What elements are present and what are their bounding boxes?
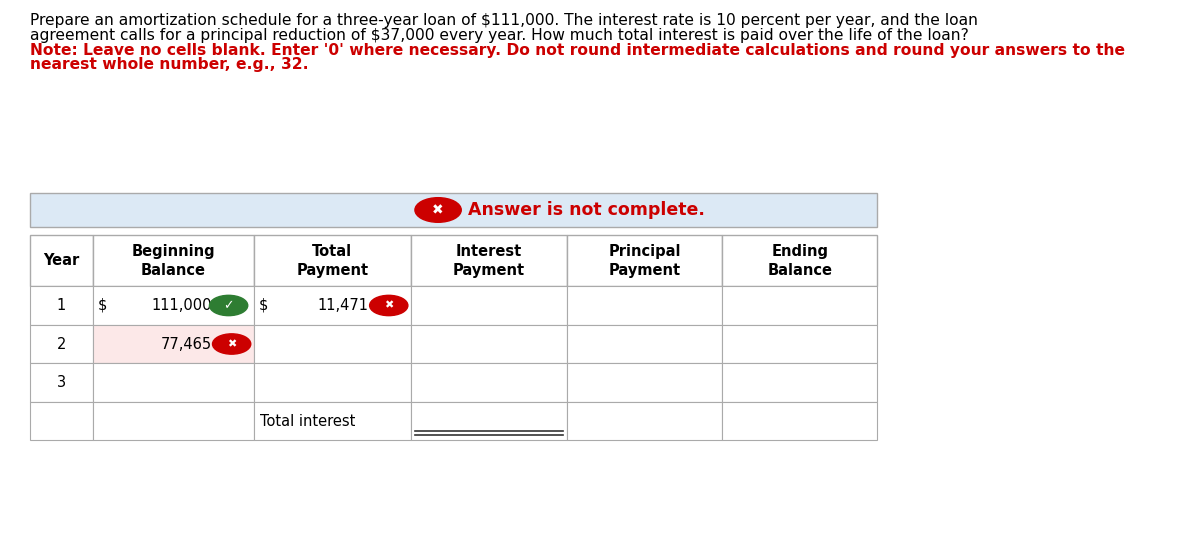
- Text: ✓: ✓: [223, 299, 234, 312]
- Text: nearest whole number, e.g., 32.: nearest whole number, e.g., 32.: [30, 57, 308, 72]
- Circle shape: [415, 198, 461, 223]
- Text: 3: 3: [56, 375, 66, 390]
- Text: $: $: [259, 298, 268, 313]
- Text: 1: 1: [56, 298, 66, 313]
- Bar: [30, 286, 92, 325]
- Text: 2: 2: [56, 337, 66, 351]
- Bar: [253, 402, 410, 440]
- Text: $: $: [97, 298, 107, 313]
- Text: ✖: ✖: [384, 301, 394, 310]
- Bar: [92, 325, 253, 363]
- Bar: [30, 193, 877, 227]
- Text: 11,471: 11,471: [318, 298, 368, 313]
- Text: Note: Leave no cells blank. Enter '0' where necessary. Do not round intermediate: Note: Leave no cells blank. Enter '0' wh…: [30, 43, 1126, 58]
- Bar: [92, 286, 253, 325]
- Bar: [30, 235, 92, 286]
- Bar: [253, 325, 410, 363]
- Text: ✖: ✖: [227, 339, 236, 349]
- Bar: [566, 286, 722, 325]
- Bar: [30, 325, 92, 363]
- Text: agreement calls for a principal reduction of $37,000 every year. How much total : agreement calls for a principal reductio…: [30, 28, 970, 43]
- Bar: [30, 402, 92, 440]
- Bar: [566, 402, 722, 440]
- Bar: [566, 363, 722, 402]
- Text: Interest
Payment: Interest Payment: [452, 244, 526, 278]
- Text: ✖: ✖: [432, 203, 444, 217]
- Bar: [410, 402, 566, 440]
- Circle shape: [370, 295, 408, 316]
- Circle shape: [212, 334, 251, 354]
- Bar: [92, 235, 253, 286]
- Bar: [253, 235, 410, 286]
- Text: Year: Year: [43, 253, 79, 269]
- Bar: [410, 235, 566, 286]
- Bar: [722, 363, 877, 402]
- Bar: [722, 325, 877, 363]
- Text: 111,000: 111,000: [151, 298, 211, 313]
- Bar: [410, 325, 566, 363]
- Text: Principal
Payment: Principal Payment: [608, 244, 680, 278]
- Bar: [566, 235, 722, 286]
- Text: Beginning
Balance: Beginning Balance: [132, 244, 215, 278]
- Bar: [722, 402, 877, 440]
- Bar: [30, 363, 92, 402]
- Text: Ending
Balance: Ending Balance: [767, 244, 832, 278]
- Bar: [410, 286, 566, 325]
- Text: Prepare an amortization schedule for a three-year loan of $111,000. The interest: Prepare an amortization schedule for a t…: [30, 13, 978, 28]
- Text: Answer is not complete.: Answer is not complete.: [468, 201, 706, 219]
- Bar: [722, 286, 877, 325]
- Text: Total interest: Total interest: [260, 414, 355, 429]
- Bar: [410, 363, 566, 402]
- Bar: [253, 363, 410, 402]
- Bar: [566, 325, 722, 363]
- Bar: [92, 402, 253, 440]
- Text: 77,465: 77,465: [161, 337, 211, 351]
- Circle shape: [210, 295, 247, 316]
- Bar: [92, 363, 253, 402]
- Text: Total
Payment: Total Payment: [296, 244, 368, 278]
- Bar: [253, 286, 410, 325]
- Bar: [722, 235, 877, 286]
